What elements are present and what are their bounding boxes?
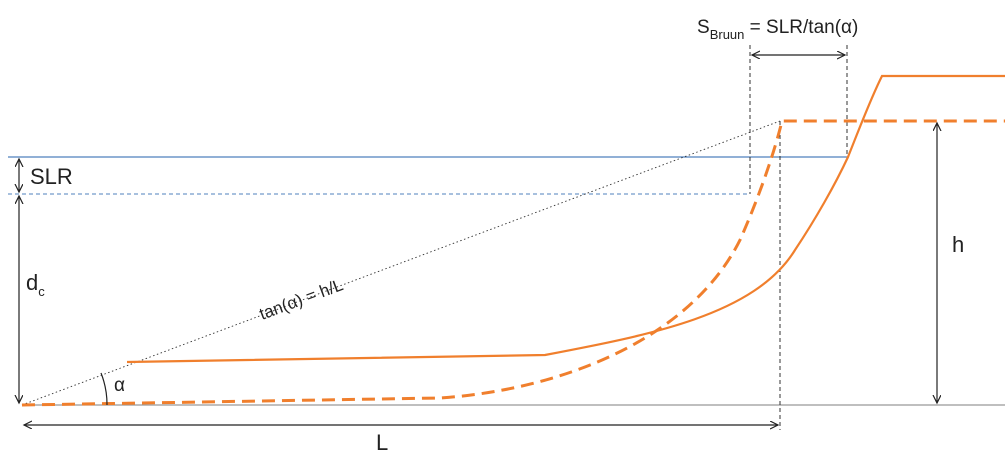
h-label: h xyxy=(952,232,964,257)
dc-label: dc xyxy=(26,270,45,299)
slr-label: SLR xyxy=(30,164,73,189)
shifted-profile-solid xyxy=(126,74,1005,364)
alpha-label: α xyxy=(114,375,125,396)
l-label: L xyxy=(376,430,388,452)
tan-alpha-label: tan(α) = h/L xyxy=(257,275,346,324)
alpha-angle-arc xyxy=(100,372,108,406)
profile-slope-line xyxy=(21,120,781,406)
original-profile-dashed xyxy=(21,119,1005,407)
s-bruun-label: SBruun = SLR/tan(α) xyxy=(697,17,858,42)
